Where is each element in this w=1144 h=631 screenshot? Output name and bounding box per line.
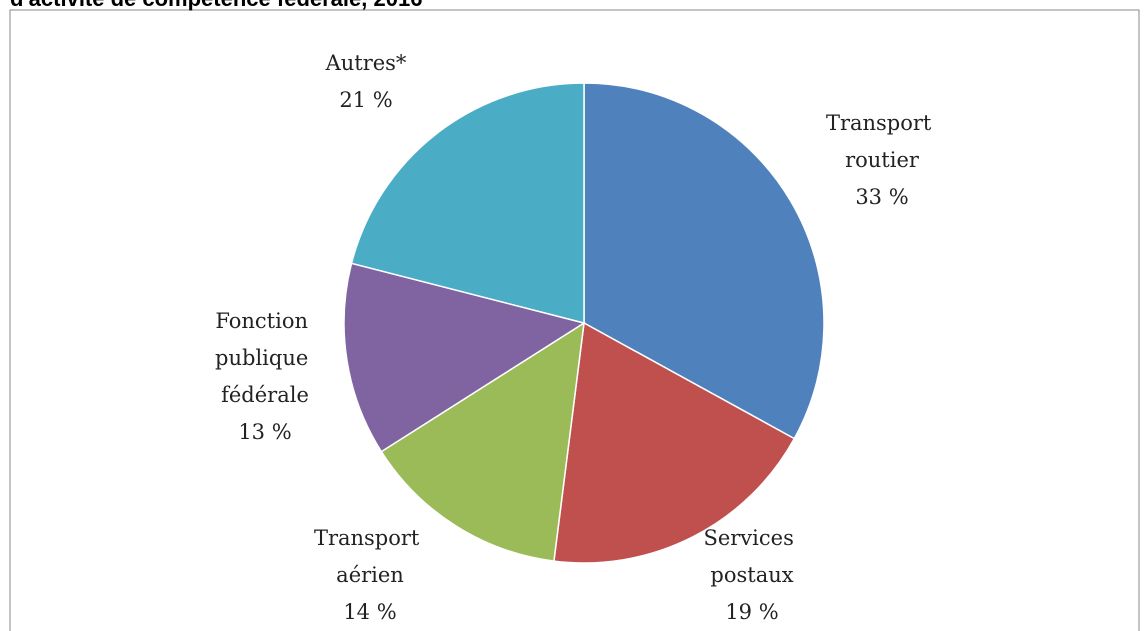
slice-value-label: 33 %: [855, 185, 908, 209]
slice-label: Transport routier: [826, 111, 938, 172]
label-line: Transport: [826, 111, 938, 135]
slice-value-label: 21 %: [339, 88, 392, 112]
pie-slice: [343, 262, 586, 453]
label-line: Services: [703, 526, 800, 550]
label-line: Transport: [314, 526, 426, 550]
pie-slice: [350, 82, 585, 324]
slice-label: Transport aérien: [314, 526, 426, 587]
chart-title: d'activité de compétence fédérale, 2016: [10, 0, 422, 11]
pie-slice: [553, 321, 796, 564]
pie: [343, 82, 825, 564]
label-line: publique: [215, 346, 315, 370]
slice-label: Autres*: [325, 51, 407, 75]
label-line: fédérale: [221, 383, 309, 407]
label-line: Fonction: [215, 309, 314, 333]
slice-value-label: 13 %: [238, 420, 291, 444]
pie-slice: [583, 82, 825, 440]
slice-value-label: 14 %: [343, 600, 396, 624]
slice-label: Services postaux: [703, 526, 800, 587]
slice-label: Fonction publique fédérale: [215, 309, 315, 407]
label-line: Autres*: [325, 51, 407, 75]
label-line: routier: [845, 148, 920, 172]
label-line: postaux: [710, 563, 793, 587]
pie-slice: [380, 321, 585, 562]
slice-value-label: 19 %: [725, 600, 778, 624]
label-line: aérien: [336, 563, 404, 587]
